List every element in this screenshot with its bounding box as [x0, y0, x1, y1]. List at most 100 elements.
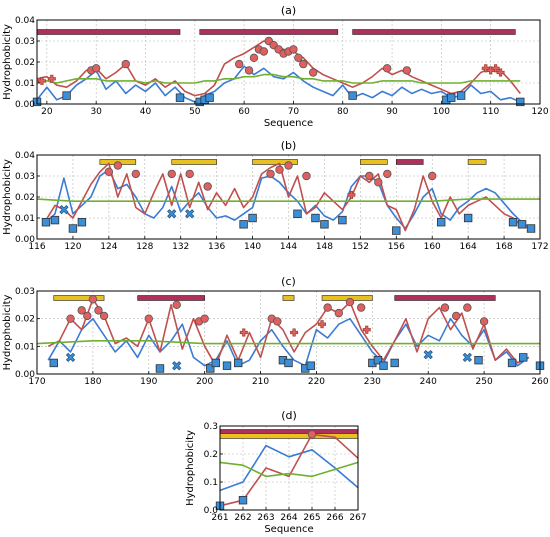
square-marker — [373, 355, 383, 365]
circle-marker — [167, 169, 176, 179]
region-bar — [36, 29, 181, 35]
region-bars — [219, 429, 359, 439]
plus-marker-fill — [290, 329, 298, 336]
circle-marker — [144, 314, 153, 323]
square-marker — [238, 495, 248, 505]
x-tick-label: 160 — [424, 242, 441, 252]
square-marker — [463, 213, 473, 223]
square-marker — [517, 220, 527, 229]
series-line-0 — [45, 168, 532, 230]
square-marker — [519, 353, 528, 362]
panel-b: (b) 116 120 124 128 132 136 140 144 148 152 156 160 1… — [2, 139, 549, 252]
series-line-0 — [47, 317, 530, 367]
panel-d: (d) 261 262 263 264 265 266 267 0.0 0.1 0.2 0.3 Sequ… — [185, 409, 367, 535]
x-tick-label: 190 — [140, 377, 157, 387]
x-tick-label: 250 — [476, 377, 493, 387]
square-marker — [507, 358, 517, 368]
square-marker — [390, 358, 399, 368]
x-tick-label: 180 — [84, 377, 101, 387]
panel-title: (d) — [281, 409, 297, 422]
panel-title: (b) — [281, 139, 297, 152]
circle-marker — [463, 303, 472, 312]
x-tick-label: 120 — [531, 107, 548, 117]
circle-marker — [185, 169, 194, 179]
circle-marker — [66, 314, 75, 323]
x-marker-b — [66, 353, 75, 362]
x-marker-fill — [186, 210, 194, 218]
region-bar — [352, 29, 516, 35]
x-marker-fill — [424, 350, 432, 359]
panel-a: (a) 20 30 40 50 60 70 80 90 100 110 120 0.00 0.01 0.02… — [2, 4, 549, 129]
y-tick-label: 0.02 — [15, 193, 35, 203]
x-tick-label: 148 — [316, 242, 333, 252]
circle-marker — [172, 300, 181, 310]
markers — [49, 295, 545, 373]
region-bar — [467, 159, 487, 165]
x-tick-label: 156 — [388, 242, 405, 252]
circle-marker — [83, 311, 92, 321]
circle-marker — [451, 311, 461, 321]
square-marker — [211, 358, 221, 368]
circle-marker — [200, 314, 209, 323]
series-line-1 — [45, 162, 532, 232]
circle-marker — [273, 317, 282, 326]
square-marker — [284, 358, 293, 368]
y-tick-label: 0.01 — [15, 342, 35, 352]
x-tick-label: 220 — [308, 377, 325, 387]
x-tick-label: 265 — [303, 513, 320, 523]
square-marker — [311, 213, 320, 223]
x-axis-label: Sequence — [264, 118, 313, 129]
tick-marks — [219, 425, 359, 511]
x-tick-label: 267 — [349, 513, 366, 523]
y-axis-label: Hydrophobicity — [2, 24, 13, 100]
x-tick-label: 210 — [252, 377, 269, 387]
square-marker — [392, 226, 401, 235]
y-tick-label: 0.3 — [204, 422, 218, 432]
square-marker — [155, 364, 165, 373]
x-tick-label: 30 — [90, 107, 102, 117]
square-marker — [206, 364, 215, 373]
circle-marker — [113, 161, 123, 170]
y-tick-label: 0.01 — [15, 79, 35, 89]
series-line-2 — [37, 73, 521, 84]
y-tick-label: 0.02 — [15, 315, 35, 325]
circle-marker — [382, 64, 392, 73]
square-marker — [68, 224, 78, 233]
circle-marker — [334, 308, 343, 318]
markers — [41, 161, 536, 235]
y-tick-label: 0.0 — [204, 506, 219, 516]
tick-marks — [36, 154, 541, 240]
x-marker-fill — [173, 362, 181, 370]
square-marker — [50, 215, 60, 225]
circle-marker — [249, 53, 259, 62]
y-tick-label: 0.00 — [15, 100, 35, 110]
tick-marks — [36, 290, 541, 375]
square-marker — [456, 91, 466, 100]
x-tick-label: 172 — [531, 242, 548, 252]
square-marker — [62, 91, 71, 100]
x-tick-label: 90 — [386, 107, 398, 117]
circle-marker — [259, 47, 269, 56]
y-tick-label: 0.00 — [15, 370, 35, 380]
tick-marks — [37, 19, 541, 105]
square-marker — [293, 209, 302, 218]
square-marker — [526, 224, 536, 233]
y-tick-label: 0.02 — [15, 58, 35, 68]
square-marker — [306, 361, 316, 370]
circle-marker — [77, 306, 86, 315]
region-bar — [394, 295, 496, 301]
circle-marker — [299, 59, 308, 69]
x-marker-b — [173, 362, 181, 370]
region-bar — [282, 295, 295, 301]
square-marker — [175, 93, 185, 102]
x-tick-label: 240 — [420, 377, 437, 387]
square-marker — [205, 93, 214, 102]
circle-marker — [383, 169, 392, 179]
circle-marker — [104, 167, 114, 176]
panel-c: (c) 170 180 190 200 210 220 230 240 250 260 0.00 0.0… — [2, 275, 549, 387]
square-marker — [348, 91, 357, 100]
circle-marker — [428, 171, 437, 181]
x-tick-label: 264 — [280, 513, 297, 523]
circle-marker — [99, 311, 109, 321]
x-tick-label: 164 — [460, 242, 477, 252]
